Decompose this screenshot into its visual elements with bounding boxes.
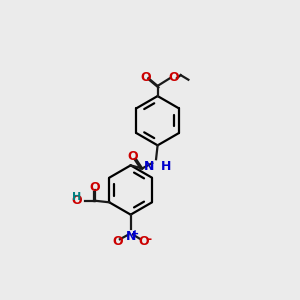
Text: O: O xyxy=(89,181,100,194)
Text: N: N xyxy=(125,230,136,243)
Text: O: O xyxy=(169,71,179,84)
Text: O: O xyxy=(140,71,151,84)
Text: +: + xyxy=(131,229,139,239)
Text: -: - xyxy=(147,233,152,246)
Text: O: O xyxy=(72,194,83,207)
Text: O: O xyxy=(127,150,137,164)
Text: O: O xyxy=(138,235,149,248)
Text: H: H xyxy=(72,192,82,202)
Text: H: H xyxy=(161,160,171,173)
Text: N: N xyxy=(144,160,154,173)
Text: O: O xyxy=(112,235,123,248)
